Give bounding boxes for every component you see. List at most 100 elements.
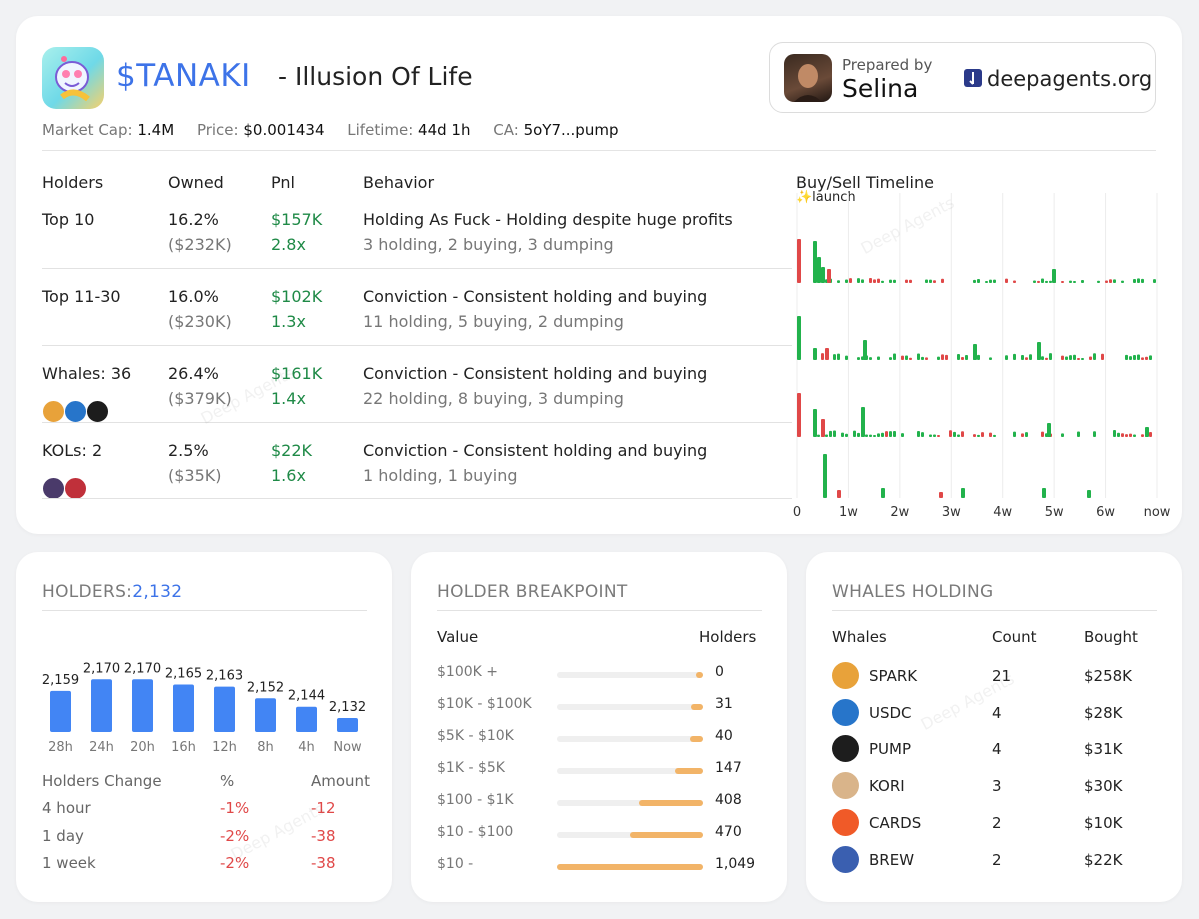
change-amount: -38 [311, 854, 336, 872]
buy-mark [889, 431, 892, 437]
brew-icon [832, 845, 859, 873]
token-meta-row: Market Cap: 1.4M Price: $0.001434 Lifeti… [42, 121, 636, 139]
buy-mark [881, 488, 885, 498]
buy-mark [1073, 280, 1076, 283]
ca-label: CA: [493, 121, 519, 139]
holders-title-label: HOLDERS: [42, 582, 133, 602]
pnl-multiple: 1.4x [271, 389, 306, 408]
owned-pct: 16.0% [168, 287, 219, 306]
timeline-tick-label: 5w [1045, 505, 1064, 520]
whale-count: 2 [992, 813, 1002, 832]
change-amount: -12 [311, 799, 336, 817]
change-pct: -2% [220, 854, 250, 872]
sell-mark [909, 357, 912, 360]
buy-mark [917, 431, 920, 437]
buy-mark [1121, 280, 1124, 283]
buy-mark [1025, 432, 1028, 437]
whale-name: SPARK [869, 667, 918, 685]
buy-mark [905, 355, 908, 360]
buy-mark [1077, 431, 1080, 437]
change-period: 1 week [42, 854, 96, 872]
buy-mark [957, 353, 960, 360]
contract-address[interactable]: 5oY7...pump [523, 121, 619, 139]
buy-mark [1081, 357, 1084, 360]
whale-name: BREW [869, 850, 915, 869]
buy-mark [929, 434, 932, 437]
buy-mark [1029, 354, 1032, 360]
buy-mark [1041, 278, 1044, 283]
value-header: Value [437, 628, 479, 646]
breakpoint-bar [630, 832, 703, 838]
holder-breakpoint-card: HOLDER BREAKPOINT Value Holders $100K + 0… [411, 552, 787, 902]
buy-mark [1037, 342, 1041, 360]
token-overview-card: $TANAKI - Illusion Of Life Prepared by S… [16, 16, 1182, 534]
buy-mark [1133, 355, 1136, 360]
buy-mark [953, 431, 956, 437]
buy-mark [977, 278, 980, 283]
market-cap-value: 1.4M [137, 121, 175, 139]
sell-mark [821, 419, 825, 437]
buy-mark [993, 434, 996, 437]
pnl-multiple: 1.6x [271, 466, 306, 485]
bar-category-label: 16h [171, 740, 196, 755]
whale-name: CARDS [869, 813, 922, 832]
buy-mark [823, 454, 827, 498]
breakpoint-bar [675, 768, 703, 774]
card-divider [437, 610, 762, 611]
holder-group: Top 11-30 [42, 287, 121, 306]
holders-card: HOLDERS:2,132 2,159 28h 2,170 24h 2,170 20h 2,… [16, 552, 392, 902]
col-header-owned: Owned [168, 173, 224, 192]
change-pct: -2% [220, 827, 250, 845]
sell-mark [877, 278, 880, 283]
breakpoint-count: 40 [715, 728, 733, 744]
buy-mark [1137, 278, 1140, 283]
row-divider [42, 268, 792, 269]
buy-mark [989, 279, 992, 283]
buy-mark [857, 432, 860, 437]
author-name: Selina [842, 74, 919, 103]
breakpoint-count: 147 [715, 760, 742, 776]
card-divider [42, 610, 367, 611]
owned-pct: 2.5% [168, 441, 209, 460]
buy-mark [1033, 280, 1036, 283]
sell-mark [825, 348, 829, 360]
sell-mark [981, 432, 984, 437]
site-link[interactable]: deepagents.org [987, 67, 1153, 91]
buy-mark [957, 434, 960, 437]
timeline-tick-label: 0 [793, 505, 801, 520]
sell-mark [933, 280, 936, 283]
buy-mark [1061, 433, 1064, 437]
buy-mark [837, 353, 840, 360]
sell-mark [941, 354, 944, 360]
pnl-usd: $22K [271, 441, 313, 460]
sell-mark [1129, 433, 1132, 437]
sell-mark [827, 269, 831, 283]
breakpoint-range: $10 - $100 [437, 824, 514, 840]
change-period: 4 hour [42, 799, 91, 817]
buy-mark [813, 409, 817, 437]
bar-value-label: 2,165 [165, 667, 202, 682]
sell-mark [1125, 434, 1128, 437]
whale-count: 4 [992, 703, 1002, 722]
buy-mark [1069, 355, 1072, 360]
price-label: Price: [196, 121, 239, 139]
breakpoint-range: $10 - [437, 856, 474, 872]
pump-icon [86, 400, 109, 423]
breakpoint-row: $10 - $100 470 [437, 824, 767, 844]
buy-mark [873, 434, 876, 437]
prepared-by-label: Prepared by [842, 56, 933, 74]
buy-mark [845, 433, 848, 437]
sell-mark [821, 353, 824, 360]
behavior-detail: 1 holding, 1 buying [363, 466, 518, 485]
spark-icon [832, 662, 859, 689]
whale-name: KORI [869, 777, 905, 796]
buy-mark [893, 279, 896, 283]
timeline-title: Buy/Sell Timeline [796, 173, 934, 192]
whale-bought: $30K [1084, 777, 1123, 796]
buy-mark [817, 257, 821, 283]
whale-row: BREW 2 $22K [832, 845, 1162, 874]
prepared-by-box: Prepared by Selina deepagents.org [769, 42, 1156, 113]
whale-row: USDC 4 $28K [832, 698, 1162, 727]
deepagents-icon [964, 69, 982, 87]
token-ticker: $TANAKI [116, 58, 251, 94]
